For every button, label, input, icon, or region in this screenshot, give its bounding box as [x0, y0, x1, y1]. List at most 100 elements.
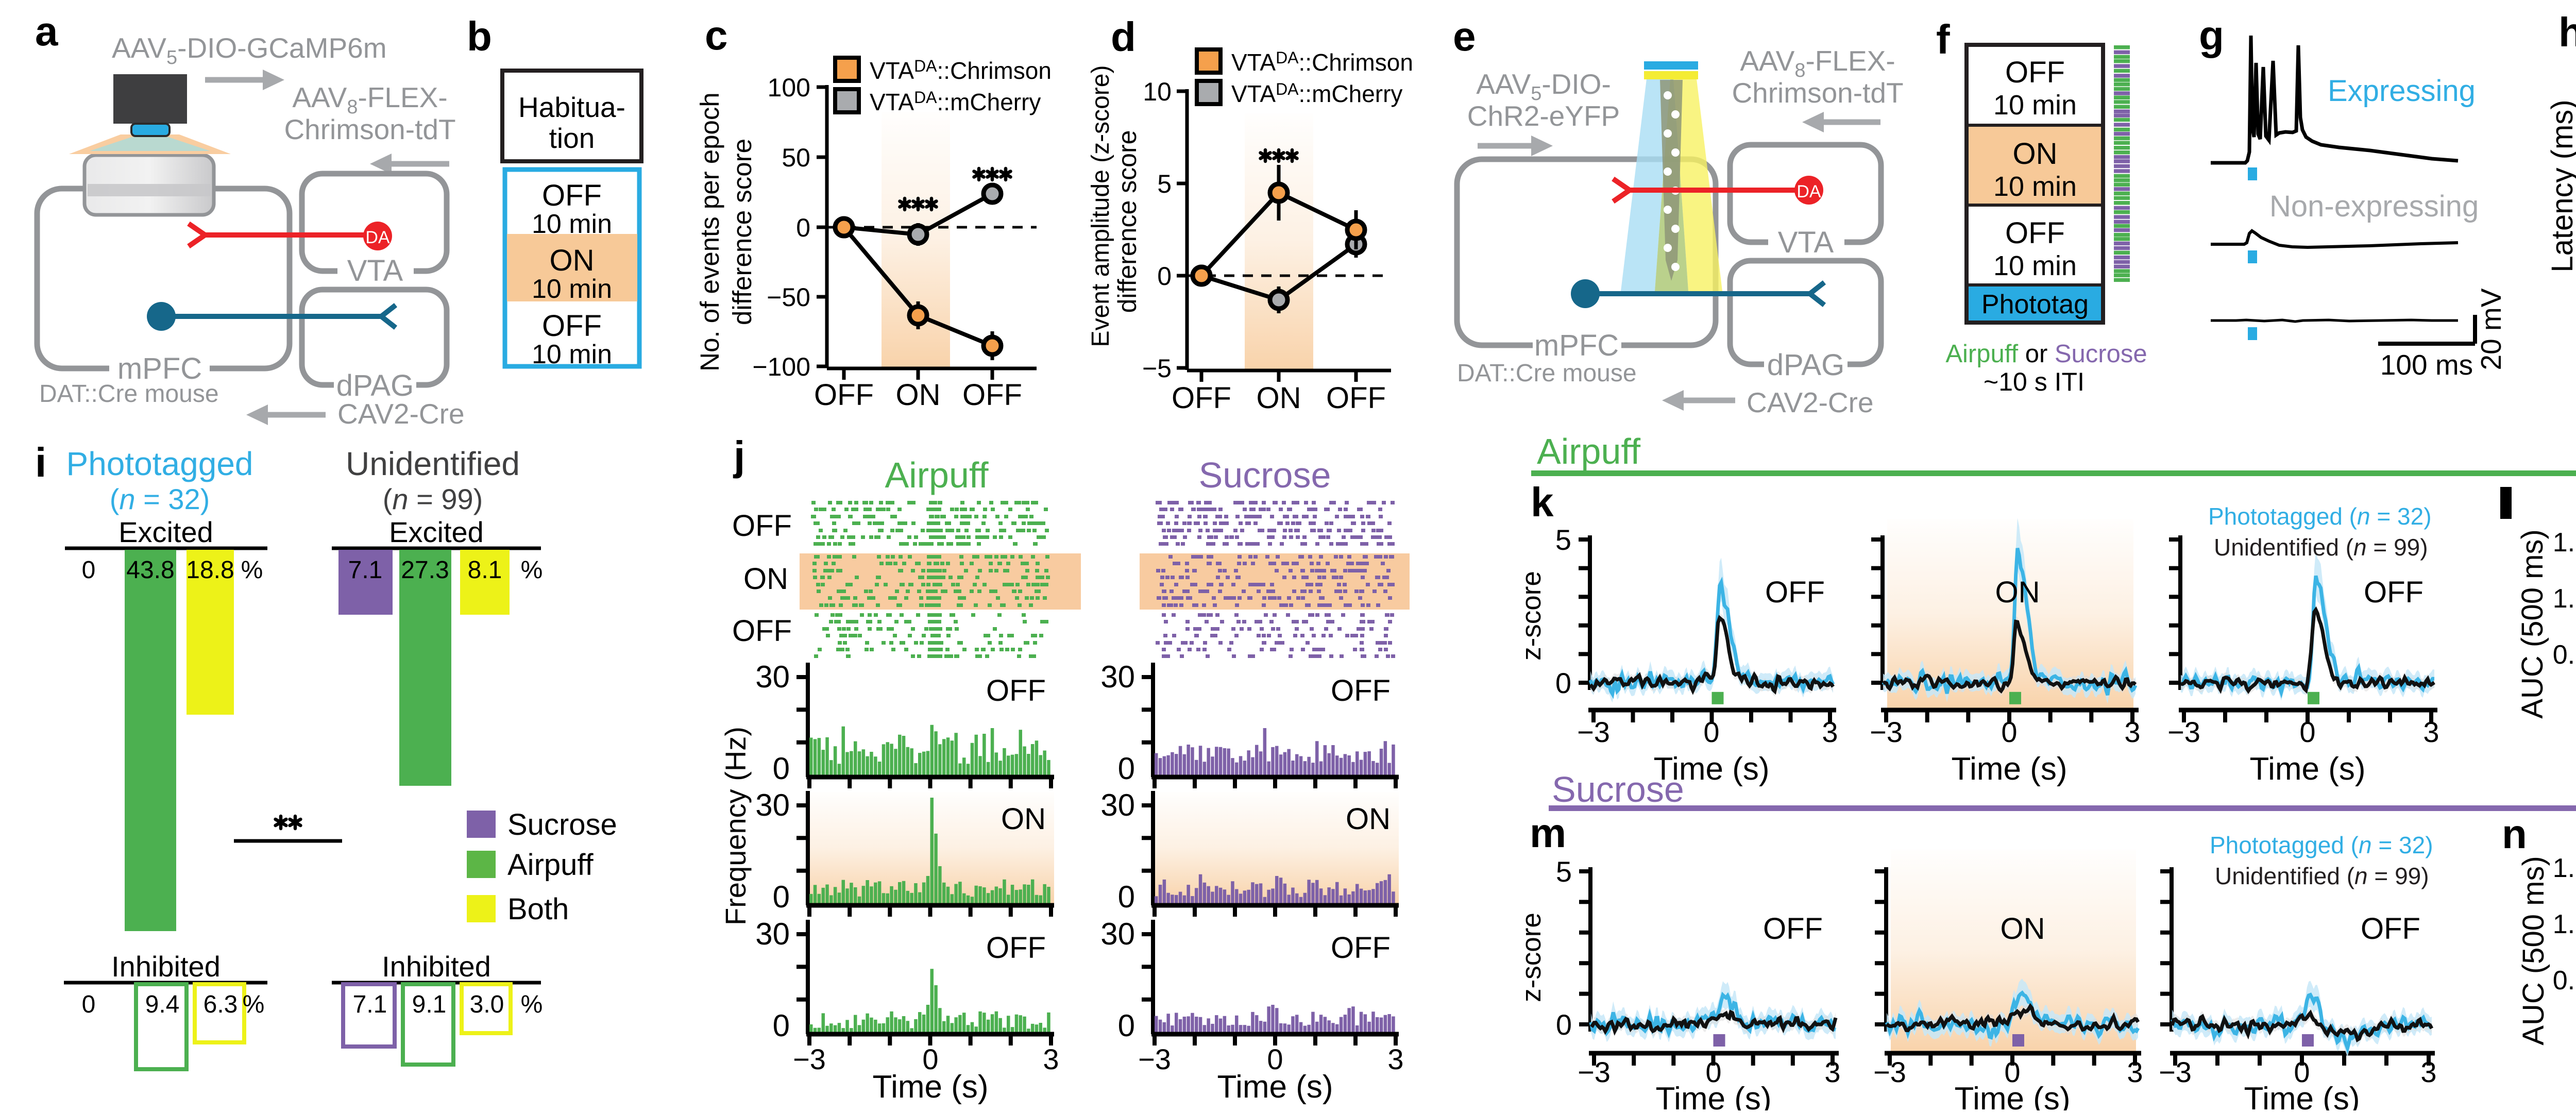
svg-text:Chrimson-tdT: Chrimson-tdT [284, 113, 455, 145]
svg-text:3: 3 [2124, 716, 2140, 748]
svg-text:Airpuff or Sucrose: Airpuff or Sucrose [1945, 340, 2147, 368]
svg-text:Habitua-: Habitua- [518, 91, 625, 123]
svg-text:1.0: 1.0 [2553, 584, 2576, 614]
svg-text:ON: ON [743, 562, 788, 596]
svg-text:Inhibited: Inhibited [382, 950, 491, 983]
svg-text:Phototagged (n = 32): Phototagged (n = 32) [2210, 832, 2433, 858]
svg-text:OFF: OFF [732, 509, 792, 543]
svg-text:0: 0 [1118, 880, 1135, 914]
svg-text:ON: ON [896, 378, 941, 412]
svg-text:−3: −3 [793, 1043, 826, 1075]
svg-text:3.0: 3.0 [470, 991, 504, 1018]
svg-text:Time (s): Time (s) [1217, 1069, 1333, 1105]
svg-text:−3: −3 [1577, 716, 1610, 748]
svg-text:Event amplitude (z-score): Event amplitude (z-score) [1087, 65, 1114, 347]
svg-text:6.3: 6.3 [204, 991, 238, 1018]
svg-text:DAT::Cre mouse: DAT::Cre mouse [39, 380, 219, 408]
svg-text:−100: −100 [752, 352, 810, 381]
svg-text:CAV2-Cre: CAV2-Cre [1747, 386, 1874, 418]
svg-text:0: 0 [2004, 1056, 2020, 1088]
svg-text:(n = 99): (n = 99) [383, 483, 483, 515]
svg-text:VTADA::Chrimson: VTADA::Chrimson [870, 57, 1052, 84]
svg-text:1.5: 1.5 [2553, 853, 2576, 883]
svg-text:0: 0 [1705, 1056, 1721, 1088]
svg-text:dPAG: dPAG [1767, 348, 1844, 382]
svg-text:1.5: 1.5 [2553, 528, 2576, 558]
svg-text:AAV5-DIO-GCaMP6m: AAV5-DIO-GCaMP6m [112, 32, 387, 69]
svg-text:0.5: 0.5 [2553, 966, 2576, 996]
svg-text:mPFC: mPFC [117, 352, 202, 385]
svg-text:3: 3 [2127, 1056, 2143, 1088]
svg-text:OFF: OFF [2361, 912, 2420, 946]
svg-text:3: 3 [1822, 716, 1838, 748]
svg-text:0: 0 [773, 1008, 790, 1043]
svg-text:%: % [521, 991, 543, 1018]
svg-text:18.8: 18.8 [186, 556, 234, 584]
svg-text:7.1: 7.1 [348, 556, 383, 584]
svg-text:8.1: 8.1 [468, 556, 502, 584]
svg-text:−50: −50 [767, 283, 810, 312]
svg-text:9.1: 9.1 [412, 991, 447, 1018]
svg-text:Time (s): Time (s) [1955, 1081, 2071, 1110]
svg-text:0: 0 [2575, 1021, 2576, 1051]
svg-text:VTADA::mCherry: VTADA::mCherry [1231, 80, 1402, 107]
svg-text:1.0: 1.0 [2553, 909, 2576, 939]
svg-text:10 min: 10 min [1993, 250, 2077, 281]
svg-text:20 mV: 20 mV [2475, 288, 2507, 370]
svg-text:5: 5 [1555, 524, 1571, 556]
svg-text:Excited: Excited [118, 516, 213, 548]
svg-text:tion: tion [549, 122, 595, 154]
svg-text:Unidentified (n = 99): Unidentified (n = 99) [2215, 863, 2429, 889]
svg-text:ChR2-eYFP: ChR2-eYFP [1467, 100, 1620, 132]
svg-text:−3: −3 [2167, 716, 2200, 748]
svg-text:0: 0 [1555, 667, 1571, 699]
svg-text:0: 0 [2001, 716, 2017, 748]
svg-text:0: 0 [773, 751, 790, 786]
svg-text:j: j [733, 433, 745, 479]
svg-text:Time (s): Time (s) [1656, 1081, 1772, 1110]
svg-text:ON: ON [550, 244, 595, 277]
svg-text:VTA: VTA [347, 254, 403, 288]
svg-text:−3: −3 [1578, 1056, 1611, 1088]
svg-text:Both: Both [507, 892, 569, 926]
svg-text:−5: −5 [1142, 354, 1172, 383]
svg-text:−3: −3 [1873, 1056, 1906, 1088]
svg-text:−3: −3 [1138, 1043, 1171, 1075]
svg-text:Phototagged (n = 32): Phototagged (n = 32) [2208, 503, 2432, 530]
svg-text:AAV8-FLEX-: AAV8-FLEX- [1740, 45, 1895, 81]
svg-text:0: 0 [796, 213, 810, 242]
svg-text:ON: ON [1001, 802, 1046, 836]
svg-text:(n = 32): (n = 32) [110, 483, 210, 515]
svg-text:5: 5 [1157, 170, 1172, 198]
svg-text:n: n [2502, 811, 2527, 857]
svg-text:0: 0 [1703, 716, 1719, 748]
svg-text:%: % [241, 556, 263, 584]
svg-text:mPFC: mPFC [1534, 329, 1619, 362]
svg-text:ON: ON [1346, 802, 1391, 836]
svg-text:30: 30 [1100, 660, 1135, 694]
svg-text:b: b [467, 13, 492, 59]
svg-text:0.5: 0.5 [2553, 640, 2576, 670]
svg-text:Time (s): Time (s) [2244, 1081, 2360, 1110]
svg-text:30: 30 [1100, 788, 1135, 822]
svg-text:Expressing: Expressing [2328, 74, 2476, 108]
svg-text:10 min: 10 min [1993, 171, 2077, 202]
svg-text:z-score: z-score [1516, 571, 1547, 661]
svg-text:OFF: OFF [1763, 912, 1823, 946]
svg-text:OFF: OFF [814, 378, 874, 412]
svg-text:AAV5-DIO-: AAV5-DIO- [1476, 68, 1611, 105]
svg-text:Unidentified: Unidentified [346, 445, 520, 482]
svg-text:10: 10 [1143, 77, 1172, 106]
svg-text:DA: DA [365, 228, 390, 247]
svg-text:0: 0 [1267, 1043, 1283, 1075]
svg-text:0: 0 [1118, 751, 1135, 786]
svg-text:ON: ON [1257, 381, 1301, 415]
svg-text:OFF: OFF [2364, 576, 2424, 609]
svg-text:f: f [1936, 16, 1950, 62]
svg-text:%: % [521, 556, 543, 584]
svg-text:0: 0 [2299, 716, 2315, 748]
svg-text:Latency (ms): Latency (ms) [2546, 99, 2576, 272]
svg-text:m: m [1530, 810, 1566, 856]
svg-text:Airpuff: Airpuff [885, 455, 989, 495]
svg-text:CAV2-Cre: CAV2-Cre [337, 398, 465, 430]
